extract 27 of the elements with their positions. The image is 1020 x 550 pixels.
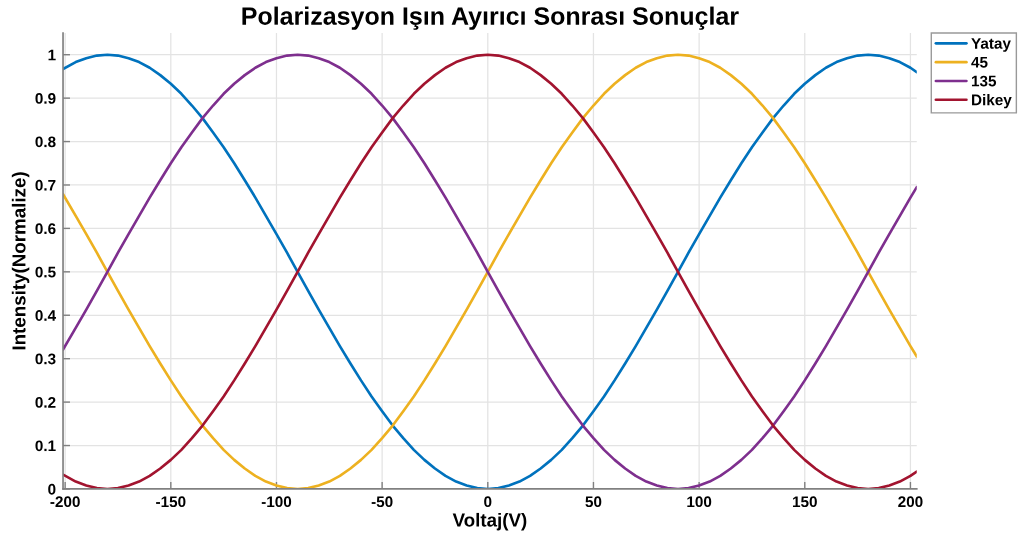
- chart-title: Polarizasyon Işın Ayırıcı Sonrası Sonuçlar: [242, 6, 739, 30]
- legend-label: Yatay: [971, 38, 1011, 52]
- x-tick-label: 50: [585, 496, 602, 508]
- y-tick-label: 0.9: [35, 93, 56, 104]
- y-tick-label: 1: [48, 49, 56, 61]
- y-tick-label: 0.5: [35, 266, 56, 278]
- y-tick-label: 0.2: [35, 396, 56, 408]
- x-tick-label: 100: [687, 496, 712, 508]
- y-tick-label: 0: [48, 483, 56, 495]
- y-tick-label: 0.7: [35, 179, 56, 191]
- legend-label: 45: [971, 56, 988, 68]
- x-tick-label: -200: [50, 496, 80, 508]
- y-tick-label: 0.1: [35, 440, 56, 452]
- x-tick-label: 150: [792, 496, 817, 508]
- x-tick-label: -50: [371, 496, 393, 508]
- x-axis-title: Voltaj(V): [452, 512, 527, 531]
- x-tick-label: 200: [898, 496, 923, 508]
- x-tick-label: -150: [156, 496, 186, 508]
- y-tick-label: 0.6: [35, 223, 56, 235]
- legend-label: Dikey: [972, 94, 1012, 109]
- y-tick-label: 0.4: [35, 310, 57, 321]
- x-tick-label: 0: [484, 496, 492, 508]
- legend-label: 135: [971, 75, 997, 87]
- y-axis-title: Intensity(Normalize): [11, 172, 30, 350]
- x-tick-label: -100: [261, 496, 292, 508]
- y-tick-label: 0.8: [35, 136, 56, 148]
- y-tick-label: 0.3: [35, 353, 56, 365]
